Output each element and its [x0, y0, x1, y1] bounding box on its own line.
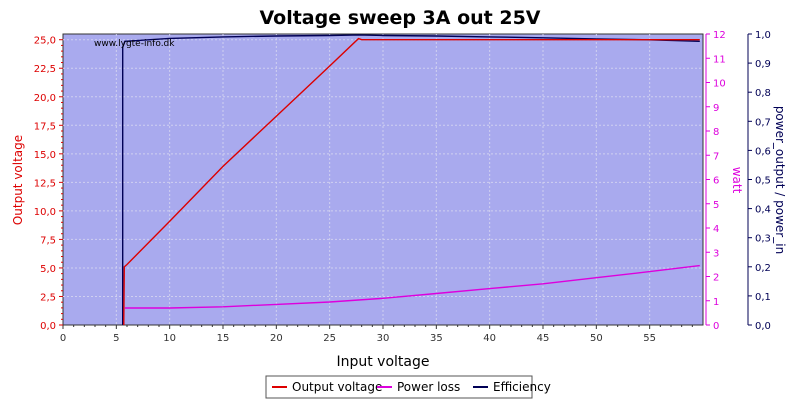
legend-label: Output voltage — [292, 380, 382, 394]
x-tick-label: 20 — [270, 333, 283, 344]
x-tick-label: 45 — [537, 333, 550, 344]
chart-title: Voltage sweep 3A out 25V — [259, 7, 540, 29]
x-tick-label: 55 — [643, 333, 656, 344]
grid-lines — [63, 34, 703, 325]
left-y-axis: 0,0 2,5 5,0 7,5 10,0 12,5 15,0 17,5 20,0 22,5 25,0 — [34, 36, 63, 332]
efficiency-tick-label: 0,8 — [755, 88, 771, 99]
efficiency-tick-label: 0,2 — [755, 263, 771, 274]
watt-tick-label: 8 — [713, 127, 719, 138]
efficiency-tick-label: 0,0 — [755, 321, 771, 332]
x-axis: 0 5 10 15 20 25 30 35 40 45 50 55 — [60, 325, 693, 344]
x-tick-label: 25 — [323, 333, 336, 344]
left-tick-label: 15,0 — [34, 150, 56, 161]
watt-tick-label: 4 — [713, 224, 719, 235]
watt-tick-label: 9 — [713, 103, 719, 114]
series-efficiency — [121, 34, 700, 325]
legend-box — [265, 375, 533, 399]
watt-tick-label: 5 — [713, 200, 719, 211]
efficiency-tick-label: 0,5 — [755, 176, 771, 187]
efficiency-tick-label: 0,6 — [755, 146, 771, 157]
watt-tick-label: 3 — [713, 248, 719, 259]
right-y-axis-efficiency: 0,0 0,1 0,2 0,3 0,4 0,5 0,6 0,7 0,8 0,9 1,0 — [747, 30, 771, 332]
left-tick-label: 22,5 — [34, 64, 56, 75]
left-tick-label: 5,0 — [40, 264, 56, 275]
watt-tick-label: 7 — [713, 151, 719, 162]
legend: Output voltage Power loss Efficiency — [265, 375, 551, 399]
watt-tick-label: 1 — [713, 297, 719, 308]
left-axis-label: Output voltage — [11, 135, 25, 225]
left-tick-label: 12,5 — [34, 178, 56, 189]
left-tick-label: 0,0 — [40, 321, 56, 332]
x-tick-label: 30 — [377, 333, 390, 344]
left-tick-label: 25,0 — [34, 36, 56, 47]
left-tick-label: 17,5 — [34, 121, 56, 132]
x-tick-label: 0 — [60, 333, 66, 344]
x-tick-label: 15 — [217, 333, 230, 344]
series-output-voltage — [123, 37, 700, 325]
series-power-loss — [124, 264, 700, 309]
watt-tick-label: 0 — [713, 321, 719, 332]
efficiency-tick-label: 1,0 — [755, 30, 771, 41]
x-tick-label: 5 — [113, 333, 119, 344]
left-tick-label: 2,5 — [40, 292, 56, 303]
series-layer — [121, 34, 700, 325]
efficiency-axis-label: power_output / power_in — [773, 106, 787, 254]
x-tick-label: 10 — [163, 333, 176, 344]
x-tick-label: 35 — [430, 333, 443, 344]
left-tick-label: 10,0 — [34, 207, 56, 218]
watermark: www.lygte-info.dk — [94, 39, 175, 49]
efficiency-tick-label: 0,9 — [755, 59, 771, 70]
efficiency-tick-label: 0,1 — [755, 292, 771, 303]
watt-tick-label: 2 — [713, 273, 719, 284]
legend-label: Efficiency — [493, 380, 551, 394]
legend-label: Power loss — [397, 380, 460, 394]
x-tick-label: 40 — [483, 333, 496, 344]
left-tick-label: 7,5 — [40, 235, 56, 246]
watt-tick-label: 11 — [713, 54, 726, 65]
left-tick-label: 20,0 — [34, 93, 56, 104]
efficiency-tick-label: 0,7 — [755, 117, 771, 128]
watt-axis-label: watt — [730, 167, 744, 194]
x-tick-label: 50 — [590, 333, 603, 344]
x-axis-label: Input voltage — [336, 354, 429, 370]
efficiency-tick-label: 0,3 — [755, 234, 771, 245]
watt-tick-label: 6 — [713, 176, 719, 187]
watt-tick-label: 10 — [713, 79, 726, 90]
efficiency-tick-label: 0,4 — [755, 205, 771, 216]
watt-tick-label: 12 — [713, 30, 726, 41]
